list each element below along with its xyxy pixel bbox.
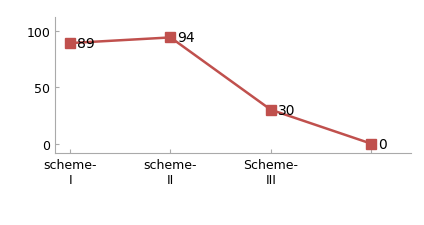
Text: 0: 0: [378, 137, 387, 151]
Text: 89: 89: [77, 37, 95, 51]
Text: 94: 94: [177, 31, 195, 45]
Text: 30: 30: [278, 103, 295, 117]
